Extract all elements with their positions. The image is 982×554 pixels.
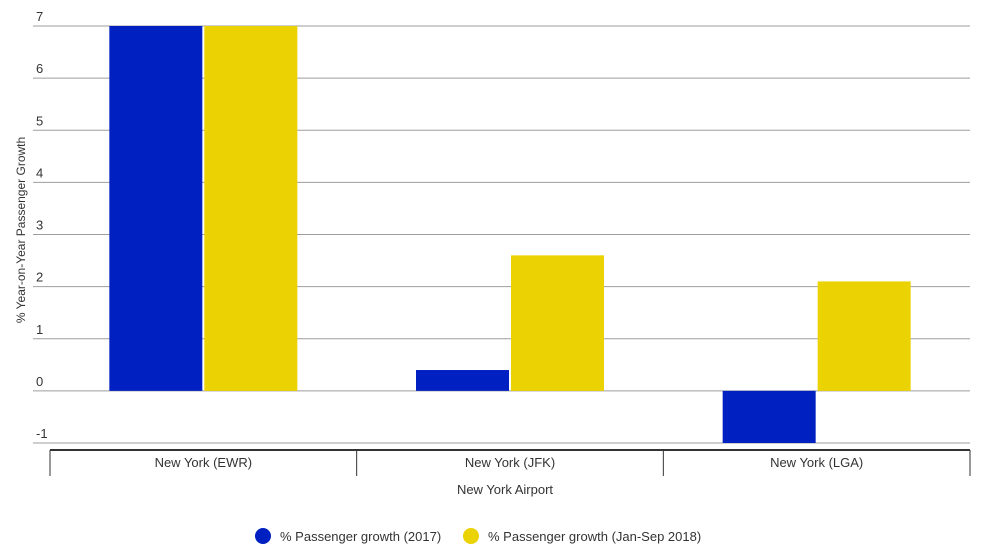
legend-marker xyxy=(255,528,271,544)
legend-label: % Passenger growth (2017) xyxy=(280,529,441,544)
bar-series-2-cat-1 xyxy=(204,26,298,391)
legend-marker xyxy=(463,528,479,544)
y-tick-labels: -1 0 1 2 3 4 5 6 7 xyxy=(36,9,48,441)
y-tick-label: 1 xyxy=(36,322,43,337)
legend: % Passenger growth (2017) % Passenger gro… xyxy=(255,528,701,544)
bar-series-1-cat-3 xyxy=(722,390,816,443)
x-tick-label: New York (EWR) xyxy=(155,455,253,470)
bar-series-2-cat-2 xyxy=(511,255,604,391)
x-axis-title: New York Airport xyxy=(457,482,553,497)
legend-label: % Passenger growth (Jan-Sep 2018) xyxy=(488,529,701,544)
y-tick-label: 5 xyxy=(36,113,43,128)
y-tick-label: 6 xyxy=(36,61,43,76)
y-axis-title: % Year-on-Year Passenger Growth xyxy=(14,137,28,323)
y-tick-label: 3 xyxy=(36,218,43,233)
y-tick-label: 7 xyxy=(36,9,43,24)
bar-series-1-cat-1 xyxy=(109,26,203,391)
bar-series-1-cat-2 xyxy=(416,370,509,391)
x-tick-label: New York (LGA) xyxy=(770,455,863,470)
x-tick-label: New York (JFK) xyxy=(465,455,555,470)
x-axis: New York (EWR) New York (JFK) New York (LG… xyxy=(49,449,971,476)
y-tick-label: 4 xyxy=(36,165,43,180)
bars xyxy=(109,26,911,443)
y-tick-label: 0 xyxy=(36,374,43,389)
bar-series-2-cat-3 xyxy=(817,281,911,391)
y-tick-label: 2 xyxy=(36,270,43,285)
y-tick-label: -1 xyxy=(36,426,48,441)
